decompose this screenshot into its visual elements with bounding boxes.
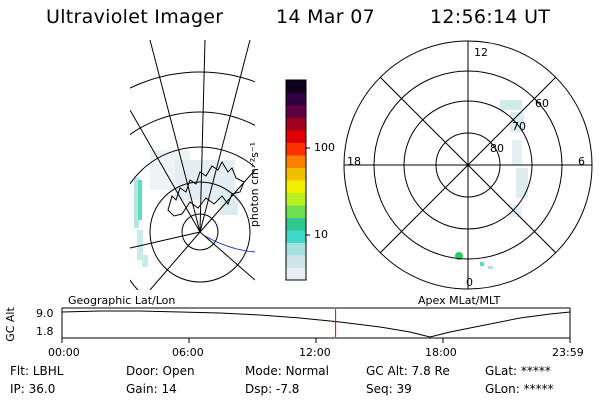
- latitude-label-80: 80: [490, 142, 504, 155]
- colorbar-segment: [286, 105, 306, 118]
- clock-label-12: 12: [474, 46, 488, 59]
- status-mode-label: Mode:: [245, 364, 282, 378]
- colorbar-segment: [286, 155, 306, 168]
- colorbar-segment: [286, 130, 306, 143]
- status-dsp-label: Dsp:: [245, 382, 273, 396]
- status-seq-label: Seq:: [366, 382, 393, 396]
- status-mode: Mode: Normal: [245, 364, 329, 378]
- status-glon-label: GLon:: [485, 382, 520, 396]
- status-filter-value: LBHL: [32, 364, 64, 378]
- colorbar-segment: [286, 192, 306, 206]
- colorbar-tick-100: 100: [314, 141, 335, 154]
- altitude-curve: [61, 310, 571, 338]
- status-glat-label: GLat:: [485, 364, 518, 378]
- status-ip-label: IP:: [10, 382, 25, 396]
- latitude-label-70: 70: [512, 120, 526, 133]
- status-seq-value: 39: [396, 382, 412, 396]
- colorbar-segment: [286, 242, 306, 256]
- status-door-value: Open: [162, 364, 195, 378]
- status-gain-label: Gain:: [126, 382, 158, 396]
- instrument-title: Ultraviolet Imager: [46, 6, 224, 28]
- colorbar: [286, 80, 306, 281]
- latitude-label-60: 60: [535, 97, 549, 110]
- colorbar-segment: [286, 180, 306, 193]
- colorbar-segment: [286, 92, 306, 106]
- status-ip: IP: 36.0: [10, 382, 55, 396]
- clock-label-0: 0: [466, 276, 473, 289]
- timeline-ytick-high: 9.0: [36, 307, 54, 320]
- status-glat: GLat: *****: [485, 364, 551, 378]
- colorbar-segment: [286, 205, 306, 218]
- colorbar-tick-10: 10: [314, 228, 328, 241]
- status-dsp: Dsp: -7.8: [245, 382, 299, 396]
- status-gc-alt-value: 7.8 Re: [411, 364, 450, 378]
- status-glat-value: *****: [520, 364, 551, 378]
- status-dsp-value: -7.8: [275, 382, 300, 396]
- status-glon: GLon: *****: [485, 382, 554, 396]
- status-ip-value: 36.0: [28, 382, 56, 396]
- status-door: Door: Open: [126, 364, 195, 378]
- status-gain-value: 14: [161, 382, 177, 396]
- timeline-xtick-1: 06:00: [172, 346, 204, 359]
- timeline-xtick-2: 12:00: [299, 346, 331, 359]
- colorbar-segment: [286, 117, 306, 131]
- status-mode-value: Normal: [285, 364, 329, 378]
- clock-label-18: 18: [347, 155, 361, 168]
- timeline-xtick-4: 23:59: [552, 346, 584, 359]
- colorbar-segment: [286, 167, 306, 181]
- timeline-xtick-0: 00:00: [48, 346, 80, 359]
- colorbar-segment: [286, 230, 306, 243]
- date-label: 14 Mar 07: [276, 6, 375, 28]
- status-glon-value: *****: [523, 382, 554, 396]
- timeline-right-label: Apex MLat/MLT: [418, 294, 501, 307]
- colorbar-segment: [286, 267, 306, 281]
- timeline-left-label: Geographic Lat/Lon: [68, 294, 176, 307]
- status-gc-alt: GC Alt: 7.8 Re: [366, 364, 450, 378]
- status-seq: Seq: 39: [366, 382, 412, 396]
- colorbar-segment: [286, 217, 306, 231]
- colorbar-segment: [286, 80, 306, 93]
- status-filter-label: Flt:: [10, 364, 29, 378]
- status-door-label: Door:: [126, 364, 159, 378]
- clock-label-6: 6: [578, 155, 585, 168]
- status-gain: Gain: 14: [126, 382, 177, 396]
- colorbar-segment: [286, 255, 306, 268]
- status-filter: Flt: LBHL: [10, 364, 63, 378]
- timeline-ytick-low: 1.8: [36, 325, 54, 338]
- timeline-xtick-3: 18:00: [425, 346, 457, 359]
- status-gc-alt-label: GC Alt:: [366, 364, 408, 378]
- time-label: 12:56:14 UT: [430, 6, 551, 28]
- colorbar-segment: [286, 142, 306, 156]
